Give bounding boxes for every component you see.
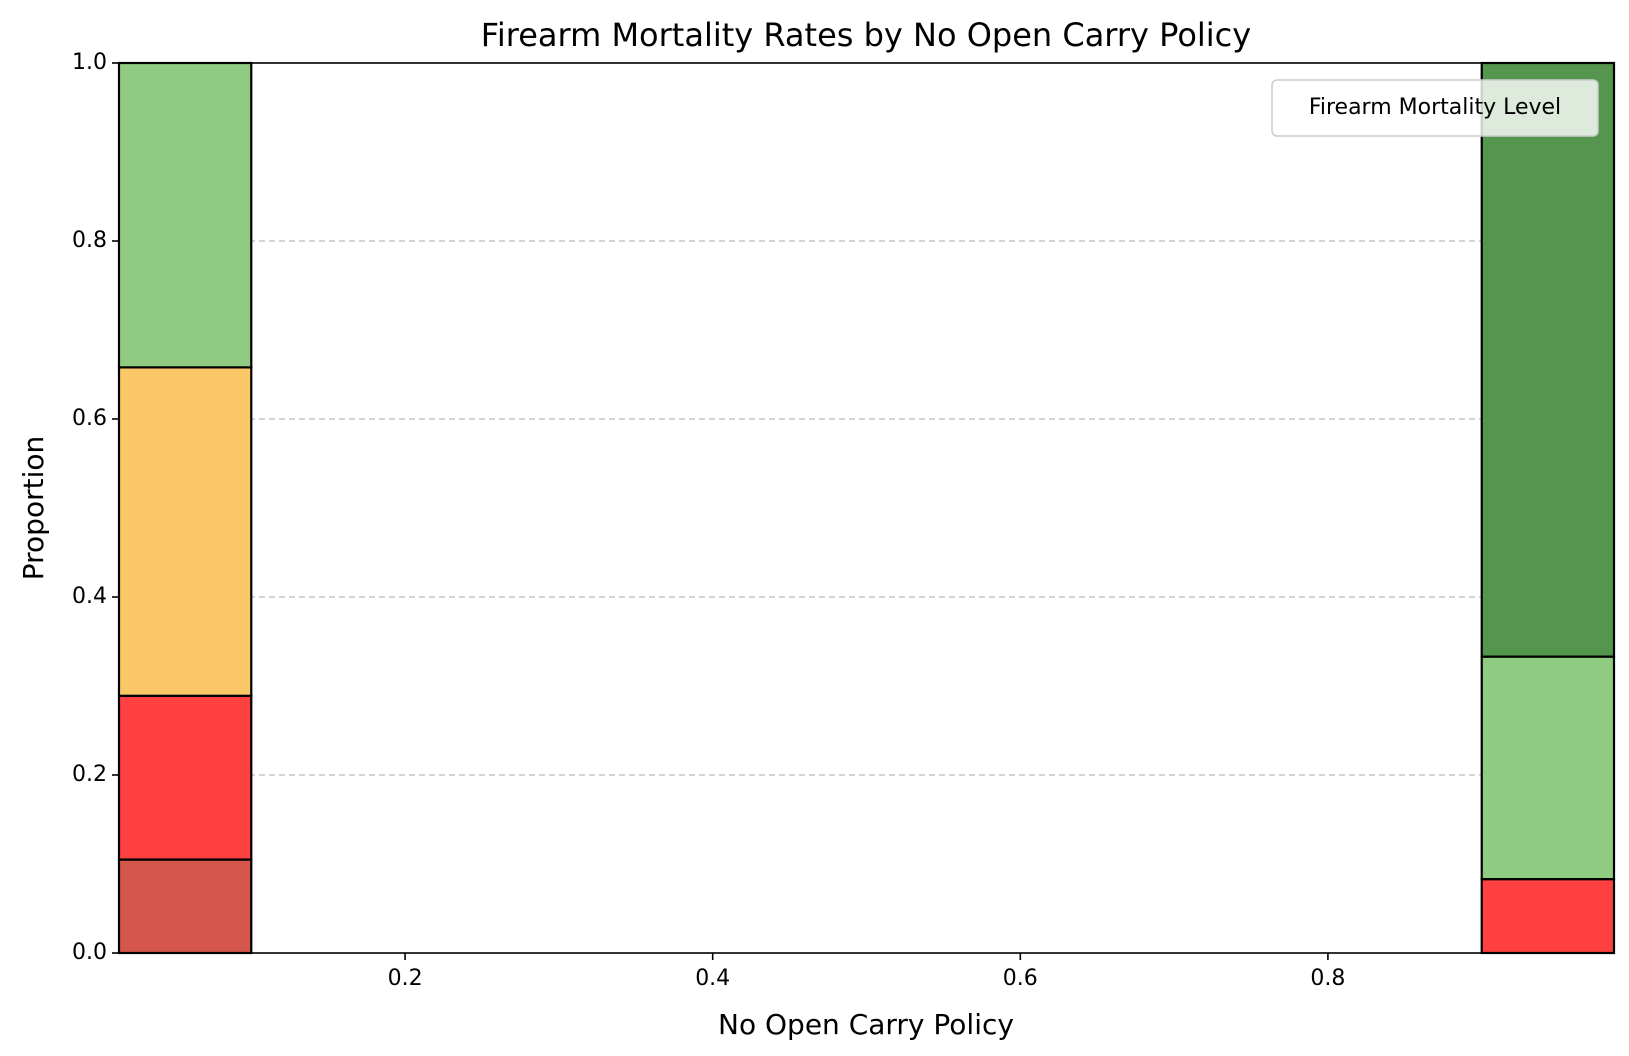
bar-segment-bin2-3: [1480, 61, 1616, 658]
chart-title: Firearm Mortality Rates by No Open Carry…: [481, 16, 1251, 54]
grid-lines: [119, 240, 1614, 776]
legend-box: [1271, 79, 1599, 137]
plot-frame: [118, 62, 1615, 954]
legend-title: Firearm Mortality Level: [1309, 95, 1561, 120]
y-tick-label: 0.4: [72, 584, 107, 609]
x-tick-label: 0.4: [695, 966, 730, 991]
y-tick-label: 0.0: [72, 940, 107, 965]
y-axis-ticks: 0.0 0.2 0.4 0.6 0.8 1.0: [72, 50, 119, 965]
x-axis-ticks: 0.2 0.4 0.6 0.8: [388, 953, 1345, 991]
legend: Firearm Mortality Level: [1271, 79, 1599, 137]
y-tick-label: 0.2: [72, 762, 107, 787]
bar-segment-bin1-3: [117, 366, 253, 697]
bar-segment-bin1-1: [117, 858, 253, 955]
x-axis-label: No Open Carry Policy: [718, 1008, 1014, 1041]
x-tick-label: 0.8: [1310, 966, 1345, 991]
y-axis-label: Proportion: [17, 436, 50, 580]
y-tick-label: 1.0: [72, 50, 107, 75]
bar-segment-bin1-2: [117, 694, 253, 861]
x-tick-label: 0.2: [388, 966, 423, 991]
y-tick-label: 0.8: [72, 228, 107, 253]
bar-segment-bin1-4: [117, 61, 253, 369]
x-tick-label: 0.6: [1003, 966, 1038, 991]
bar-segment-bin2-2: [1480, 655, 1616, 881]
bars: [117, 61, 1616, 955]
bar-segment-bin2-1: [1480, 878, 1616, 955]
y-tick-label: 0.6: [72, 406, 107, 431]
